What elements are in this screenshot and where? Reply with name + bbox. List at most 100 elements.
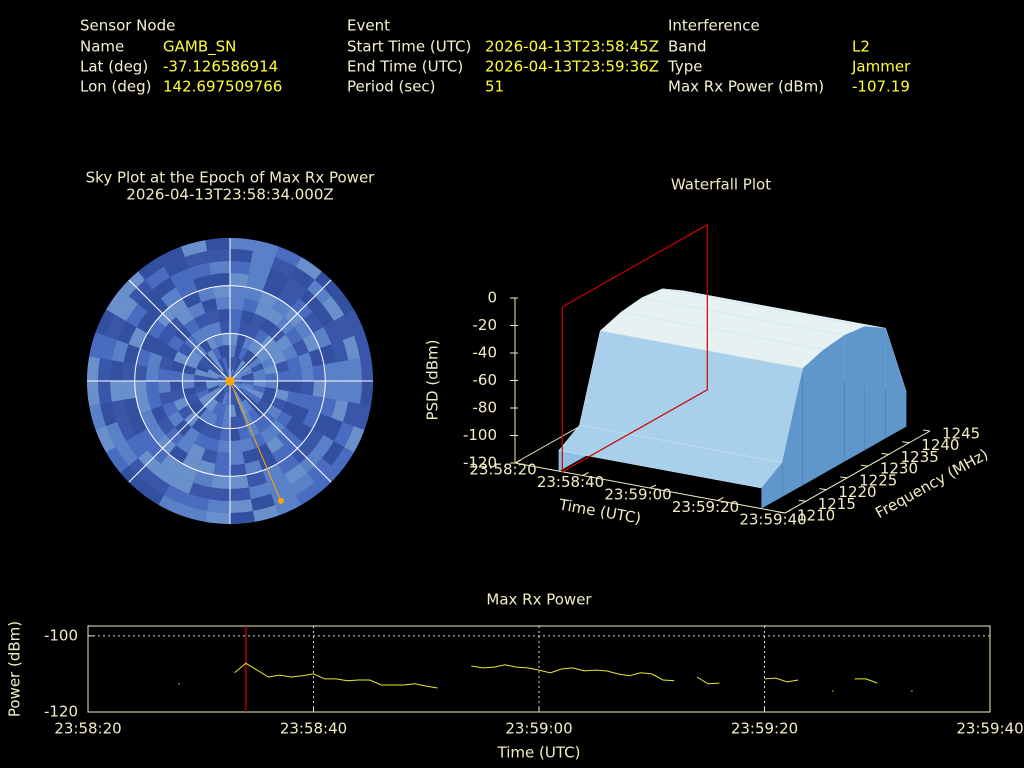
sky-texture [230,487,251,502]
sky-texture [169,370,183,381]
sky-texture [238,347,248,361]
surface-end [823,335,845,474]
sky-texture [290,472,315,496]
sky-texture [289,381,302,394]
x-tick-label: 23:59:40 [739,511,806,529]
sky-texture [213,333,224,348]
sky-texture [158,368,171,381]
x-tick-label: 23:59:00 [505,720,572,738]
sky-texture [170,360,185,373]
sky-texture [248,262,271,280]
sky-texture [178,342,194,357]
y-tick [819,488,827,491]
y-tick [798,499,806,502]
x-tick-label: 23:59:40 [956,720,1023,738]
x-tick [717,497,724,501]
sky-texture [123,397,140,418]
sky-texture [254,417,269,433]
sky-texture [242,335,254,350]
sky-texture [230,440,243,453]
sky-texture [109,360,124,381]
sky-texture [136,429,157,451]
sky-texture [217,440,230,453]
y-tick-label: 1215 [818,495,856,513]
sky-texture [188,350,203,363]
surface-end [782,368,803,497]
sky-texture [348,358,362,381]
sky-texture [230,404,237,418]
sky-texture [302,333,321,353]
info-label: Max Rx Power (dBm) [668,78,824,96]
sky-texture [230,285,247,299]
sky-texture [117,321,137,345]
sky-texture [333,422,354,447]
sky-texture [209,260,230,275]
sky-texture [321,441,345,466]
sky-texture [277,370,291,381]
sky-texture [246,471,267,488]
sky-texture [211,272,230,287]
sky-texture [198,393,212,405]
sky-texture [173,351,189,365]
sky-texture [173,397,189,411]
surface-end [844,326,865,462]
sky-texture [275,360,290,373]
sky-texture [230,463,247,477]
sky-texture [232,357,239,370]
sky-texture [272,297,292,317]
sky-texture [250,251,276,269]
y-tick [881,452,889,455]
sky-texture [182,387,197,398]
sky-texture [206,335,218,350]
sky-texture [312,303,334,327]
x-tick [649,484,657,489]
sky-texture [147,352,163,369]
sky-texture [312,435,334,459]
sky-texture [188,399,203,412]
sky-texture [209,426,222,441]
sky-texture [217,345,226,359]
sky-texture [193,471,214,488]
sky-texture [266,474,290,494]
sky-texture [184,493,210,511]
sky-texture [159,391,174,406]
sky-texture [158,495,185,516]
sky-texture [218,391,226,404]
sky-texture [221,332,230,346]
sky-texture [145,266,170,290]
y-tick-label: -100 [44,626,78,644]
sky-texture [214,360,224,372]
sky-texture [221,392,228,405]
sky-texture [123,344,140,365]
direction-point [277,497,284,504]
sky-texture [321,296,345,321]
sky-texture [200,324,214,340]
sky-texture [138,482,164,505]
sky-texture [147,393,163,410]
sky-texture [360,356,373,381]
sky-texture [206,349,218,363]
sky-texture [95,309,116,336]
sky-texture [254,302,272,319]
sky-texture [261,357,276,369]
sky-texture [230,357,235,370]
sky-texture [242,399,254,413]
x-tick [784,509,792,514]
sky-texture [199,339,212,354]
sky-texture [266,308,284,326]
sky-texture [167,334,184,351]
sky-texture [236,333,247,348]
x-tick-label: 23:59:20 [672,498,739,516]
sky-texture [262,464,284,483]
sky-texture [331,447,354,473]
sky-texture [198,357,212,369]
azimuth-line [229,380,332,483]
sky-texture [160,287,182,308]
info-label: Name [80,38,124,56]
sky-texture [236,390,246,402]
x-tick [514,459,522,464]
sky-texture [213,414,224,429]
sky-texture [348,381,362,404]
info-value: -37.126586914 [163,58,278,76]
